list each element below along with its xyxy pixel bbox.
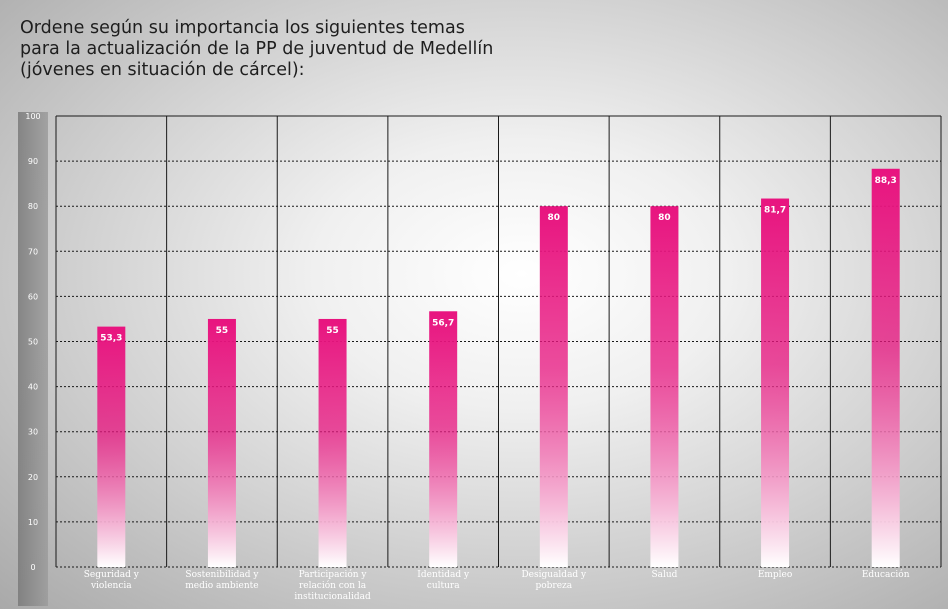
gridlines — [55, 115, 942, 568]
data-label: 55 — [326, 326, 339, 336]
bar — [318, 318, 347, 567]
data-label: 53,3 — [100, 334, 122, 344]
bar — [97, 326, 126, 567]
bar — [207, 318, 236, 567]
x-tick-label: Seguridad y violencia — [84, 570, 140, 591]
y-tick-label: 0 — [30, 563, 35, 572]
y-tick-label: 30 — [28, 428, 38, 437]
bar — [650, 206, 679, 567]
bar — [539, 206, 568, 567]
y-tick-label: 10 — [28, 518, 38, 527]
y-tick-label: 90 — [28, 157, 38, 166]
data-labels: 53,3 55 55 56,7 80 80 81,7 88,3 — [100, 176, 897, 344]
data-label: 80 — [658, 213, 671, 223]
chart-title-line-2: para la actualización de la PP de juvent… — [20, 39, 494, 59]
chart-title: Ordene según su importancia los siguient… — [20, 18, 660, 81]
y-tick-label: 80 — [28, 202, 38, 211]
bars — [97, 168, 900, 567]
x-tick-label: Identidad y cultura — [417, 570, 470, 591]
data-label: 56,7 — [432, 318, 454, 328]
bar — [871, 168, 900, 567]
data-label: 80 — [548, 213, 561, 223]
data-label: 55 — [216, 326, 229, 336]
x-tick-label: Empleo — [758, 570, 793, 580]
y-axis-band — [18, 112, 48, 606]
data-label: 88,3 — [875, 176, 897, 186]
x-axis-ticks: Seguridad y violencia Sostenibilidad y medi… — [84, 569, 910, 602]
bar — [761, 198, 790, 567]
data-label: 81,7 — [764, 206, 786, 216]
x-tick-label: Participación y relación con la institucio… — [294, 569, 371, 602]
x-tick-label: Desigualdad y pobreza — [521, 570, 587, 591]
chart-title-line-3: (jóvenes en situación de cárcel): — [20, 60, 305, 80]
x-tick-label: Educación — [862, 569, 910, 580]
y-tick-label: 20 — [28, 473, 38, 482]
y-tick-label: 100 — [25, 112, 40, 121]
chart-title-line-1: Ordene según su importancia los siguient… — [20, 18, 465, 38]
x-tick-label: Salud — [651, 570, 677, 580]
y-tick-label: 60 — [28, 292, 38, 301]
x-tick-label: Sostenibilidad y medio ambiente — [185, 570, 259, 591]
bar — [429, 311, 458, 567]
y-tick-label: 70 — [28, 247, 38, 256]
y-tick-label: 50 — [28, 338, 38, 347]
y-axis-ticks: 0 10 20 30 40 50 60 70 80 90 100 — [25, 112, 40, 572]
y-tick-label: 40 — [28, 383, 38, 392]
